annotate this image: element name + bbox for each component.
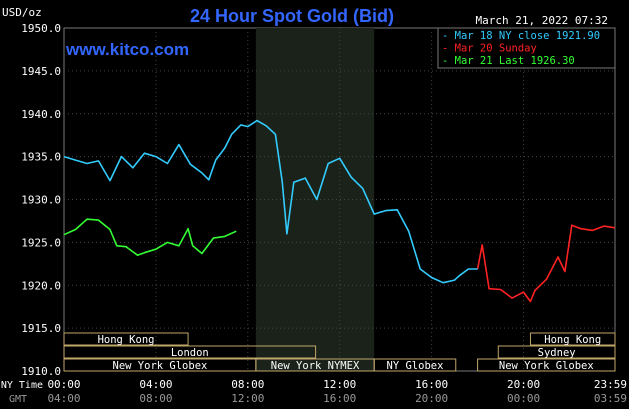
market-bar [373, 358, 457, 372]
x-tick-label-gmt: 20:00 [415, 392, 448, 405]
market-label: New York NYMEX [271, 360, 360, 372]
x-tick-label-ny: 04:00 [139, 378, 172, 391]
market-label: Sydney [538, 347, 576, 359]
unit-label: USD/oz [2, 6, 42, 19]
y-tick-label: 1935.0 [21, 151, 61, 164]
market-bar [529, 332, 616, 346]
x-tick-label-gmt: 04:00 [47, 392, 80, 405]
x-tick-label-gmt: 00:00 [507, 392, 540, 405]
website-label: www.kitco.com [65, 40, 189, 59]
series-lines [63, 119, 616, 303]
x-axis-tick-labels: 00:00 04:00 08:00 12:00 16:00 20:00 23:5904:00… [47, 378, 627, 405]
x-tick-label-ny: 23:59 [594, 378, 627, 391]
series-line-1 [476, 224, 616, 303]
x-tick-label-gmt: 08:00 [139, 392, 172, 405]
y-tick-label: 1940.0 [21, 108, 61, 121]
x-tick-label-ny: 08:00 [231, 378, 264, 391]
y-tick-label: 1910.0 [21, 365, 61, 378]
legend: - Mar 18 NY close 1921.90- Mar 20 Sunday… [437, 27, 616, 69]
market-label: New York Globex [113, 360, 208, 372]
nymex-session-band [255, 28, 375, 371]
timestamp: March 21, 2022 07:32 [476, 14, 608, 27]
x-tick-label-ny: 12:00 [323, 378, 356, 391]
series-line-0 [63, 119, 478, 284]
market-label: New York Globex [499, 360, 594, 372]
market-bar [63, 345, 317, 359]
market-bar [497, 345, 616, 359]
legend-entry: - Mar 21 Last 1926.30 [442, 55, 575, 67]
y-tick-label: 1925.0 [21, 236, 61, 249]
x-tick-label-gmt: 03:59 [594, 392, 627, 405]
y-axis-tick-labels: 1950.0 1945.0 1940.0 1935.0 1930.0 1925.0 1920… [21, 22, 61, 378]
x-axis-label-ny: NY Time [1, 380, 43, 391]
y-tick-label: 1950.0 [21, 22, 61, 35]
series-line-2 [63, 218, 237, 256]
market-label: Hong Kong [544, 334, 601, 346]
y-tick-label: 1945.0 [21, 65, 61, 78]
market-label: Hong Kong [98, 334, 155, 346]
x-tick-label-ny: 20:00 [507, 378, 540, 391]
y-tick-label: 1920.0 [21, 279, 61, 292]
x-tick-label-gmt: 12:00 [231, 392, 264, 405]
x-tick-label-gmt: 16:00 [323, 392, 356, 405]
legend-entry: - Mar 20 Sunday [442, 43, 537, 55]
x-axis-label-gmt: GMT [9, 394, 27, 405]
x-tick-label-ny: 00:00 [47, 378, 80, 391]
market-bar [477, 358, 616, 372]
y-tick-label: 1930.0 [21, 194, 61, 207]
market-label: NY Globex [387, 360, 444, 372]
x-tick-label-ny: 16:00 [415, 378, 448, 391]
legend-entry: - Mar 18 NY close 1921.90 [442, 30, 600, 42]
market-bar [63, 332, 189, 346]
chart-title: 24 Hour Spot Gold (Bid) [190, 6, 394, 26]
y-tick-label: 1915.0 [21, 322, 61, 335]
legend-box [437, 27, 616, 69]
market-label: London [171, 347, 209, 359]
